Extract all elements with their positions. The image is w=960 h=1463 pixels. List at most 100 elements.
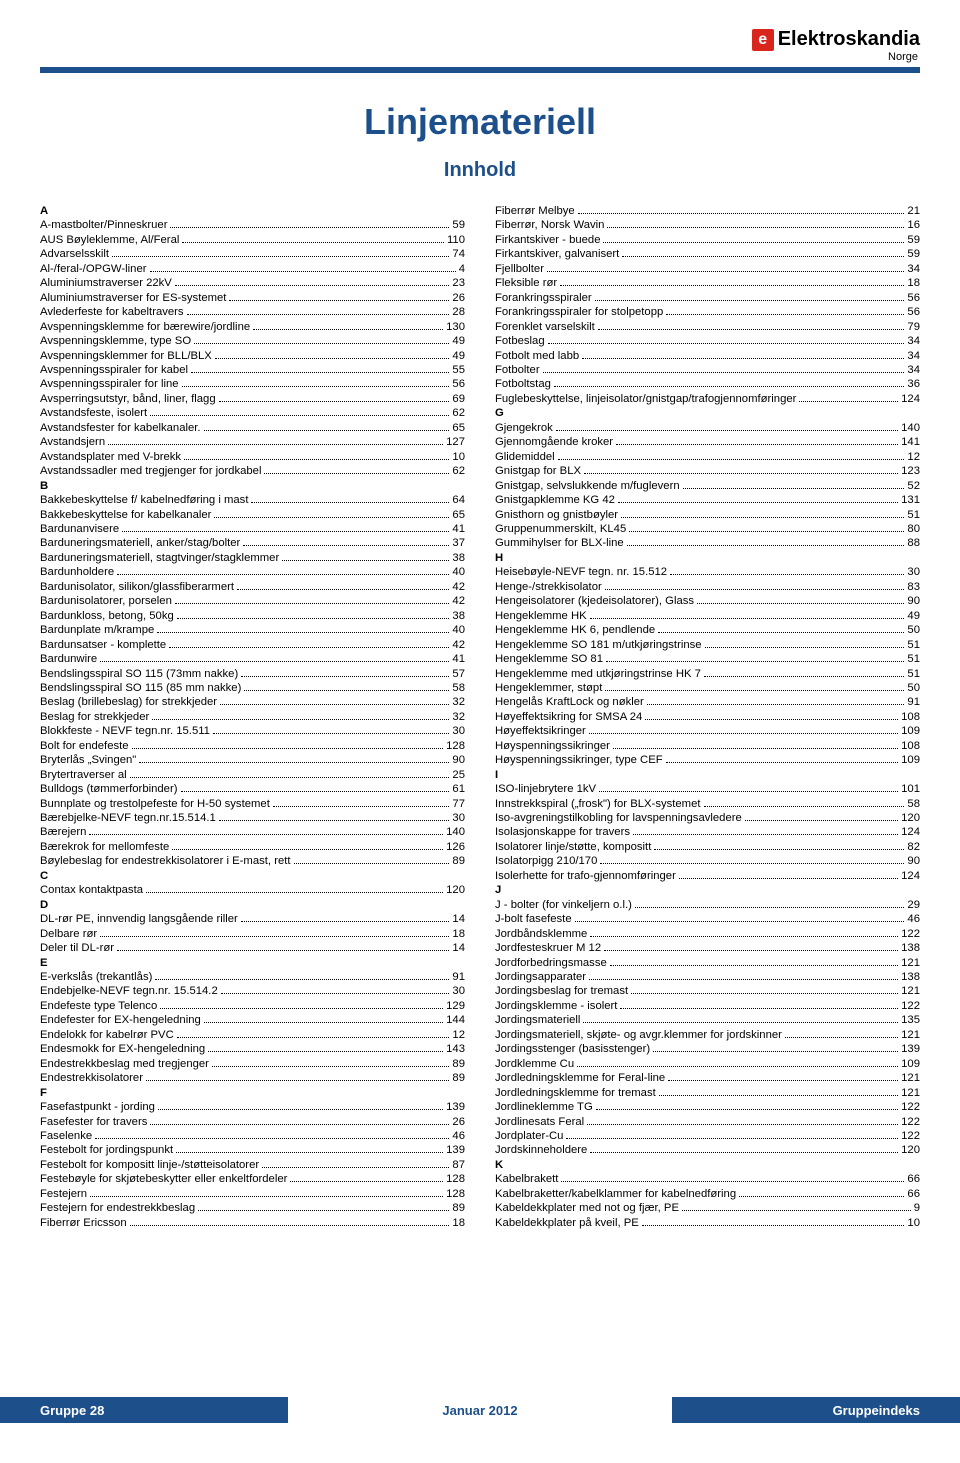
toc-section-letter: C [40,869,465,883]
toc-entry-label: Hengeklemme HK [495,609,587,623]
toc-entry-leader [139,762,449,763]
toc-entry: Heisebøyle-NEVF tegn. nr. 15.51230 [495,565,920,579]
toc-entry: Avsperringsutstyr, bånd, liner, flagg69 [40,392,465,406]
toc-entry-page: 52 [907,479,920,493]
toc-entry-leader [745,820,898,821]
toc-entry-label: Bryterlås „Svingen" [40,753,136,767]
toc-entry-leader [658,632,904,633]
toc-entry: Høyspenningssikringer108 [495,739,920,753]
toc-entry: Bulldogs (tømmerforbinder)61 [40,782,465,796]
toc-entry-leader [785,1037,898,1038]
toc-entry-page: 56 [907,291,920,305]
toc-entry-page: 41 [452,522,465,536]
toc-entry-leader [583,1022,898,1023]
toc-entry-page: 18 [452,1216,465,1230]
toc-entry-leader [587,1124,898,1125]
toc-entry-leader [155,979,449,980]
toc-entry: Bendslingsspiral SO 115 (85 mm nakke)58 [40,681,465,695]
toc-entry-leader [548,343,905,344]
toc-entry-label: Fotboltstag [495,377,551,391]
toc-entry: Isolerhette for trafo-gjennomføringer124 [495,869,920,883]
toc-entry: Fotbolt med labb34 [495,349,920,363]
toc-entry-page: 36 [907,377,920,391]
toc-entry-label: Jordskinneholdere [495,1143,587,1157]
toc-entry: Bardunholdere40 [40,565,465,579]
toc-entry-page: 59 [907,247,920,261]
toc-entry: Henge-/strekkisolator83 [495,580,920,594]
toc-entry-leader [130,777,450,778]
toc-entry: Bolt for endefeste128 [40,739,465,753]
toc-entry-page: 74 [452,247,465,261]
toc-entry: Jordingsbeslag for tremast121 [495,984,920,998]
toc-entry: Endelokk for kabelrør PVC12 [40,1028,465,1042]
toc-entry-page: 34 [907,334,920,348]
toc-entry-label: Forankringsspiraler [495,291,592,305]
toc-entry-label: Avlederfeste for kabeltravers [40,305,184,319]
toc-entry-label: Endestrekkisolatorer [40,1071,143,1085]
toc-entry-page: 121 [901,1028,920,1042]
toc-entry-page: 62 [452,464,465,478]
toc-entry-label: Jordfesteskruer M 12 [495,941,601,955]
toc-entry-leader [561,1181,904,1182]
toc-entry: Gjengekrok140 [495,421,920,435]
toc-entry: Jordingsklemme - isolert122 [495,999,920,1013]
toc-entry-page: 49 [907,609,920,623]
toc-entry-leader [600,863,904,864]
toc-entry-leader [556,430,898,431]
toc-entry-leader [616,444,898,445]
logo-country: Norge [888,51,920,63]
toc-entry: Jordingsmateriell, skjøte- og avgr.klemm… [495,1028,920,1042]
toc-section-letter: I [495,768,920,782]
toc-entry-page: 12 [452,1028,465,1042]
toc-entry-page: 89 [452,1201,465,1215]
toc-entry: E-verkslås (trekantlås)91 [40,970,465,984]
brand-logo: e Elektroskandia Norge [40,28,920,63]
toc-entry-leader [122,531,449,532]
toc-entry-page: 110 [447,233,465,247]
toc-entry-leader [175,285,450,286]
toc-entry-label: Festebolt for kompositt linje-/støtteiso… [40,1158,259,1172]
toc-entry-label: Bardunkloss, betong, 50kg [40,609,174,623]
toc-entry: Bardunplate m/krampe40 [40,623,465,637]
toc-entry-label: Kabelbraketter/kabelklammer for kabelned… [495,1187,736,1201]
toc-entry-leader [229,300,449,301]
toc-entry-label: Iso-avgreningstilkobling for lavspenning… [495,811,742,825]
toc-entry-leader [659,1095,898,1096]
toc-entry-label: Hengeklemme SO 81 [495,652,603,666]
toc-entry-leader [610,965,898,966]
toc-entry-label: Isolatorer linje/støtte, kompositt [495,840,651,854]
toc-entry-page: 58 [907,797,920,811]
toc-entry: Gnistgapklemme KG 42131 [495,493,920,507]
toc-entry-label: Aluminiumstraverser for ES-systemet [40,291,226,305]
toc-entry-label: Hengelås KraftLock og nøkler [495,695,644,709]
toc-entry-page: 120 [901,811,920,825]
toc-entry: Fasefastpunkt - jording139 [40,1100,465,1114]
toc-entry: Bakkebeskyttelse for kabelkanaler65 [40,508,465,522]
toc-entry: Glidemiddel12 [495,450,920,464]
toc-entry: Fiberrør, Norsk Wavin16 [495,218,920,232]
toc-entry-page: 30 [907,565,920,579]
toc-entry-page: 65 [452,508,465,522]
toc-entry-label: Gnisthorn og gnistbøyler [495,508,618,522]
logo-text: Elektroskandia [778,28,920,51]
toc-entry-page: 80 [907,522,920,536]
toc-entry: Avstandsfeste, isolert62 [40,406,465,420]
toc-entry-label: Fotbolter [495,363,540,377]
toc-entry: Avstandsplater med V-brekk10 [40,450,465,464]
toc-entry-label: Endestrekkbeslag med tregjenger [40,1057,209,1071]
toc-entry-label: Bærekrok for mellomfeste [40,840,169,854]
toc-entry-leader [253,329,443,330]
toc-entry-label: Forankringsspiraler for stolpetopp [495,305,663,319]
toc-entry: Avspenningsklemme for bærewire/jordline1… [40,320,465,334]
toc-entry-leader [176,1152,443,1153]
toc-entry: Al-/feral-/OPGW-liner4 [40,262,465,276]
toc-entry: Aluminiumstraverser 22kV23 [40,276,465,290]
toc-entry-label: Bardunanvisere [40,522,119,536]
toc-entry-page: 101 [901,782,920,796]
toc-entry-page: 9 [914,1201,920,1215]
toc-section-letter: A [40,204,465,218]
toc-entry-label: Blokkfeste - NEVF tegn.nr. 15.511 [40,724,210,738]
toc-entry-label: Endesmokk for EX-hengeledning [40,1042,205,1056]
toc-entry-leader [215,358,450,359]
toc-entry-leader [177,1037,450,1038]
